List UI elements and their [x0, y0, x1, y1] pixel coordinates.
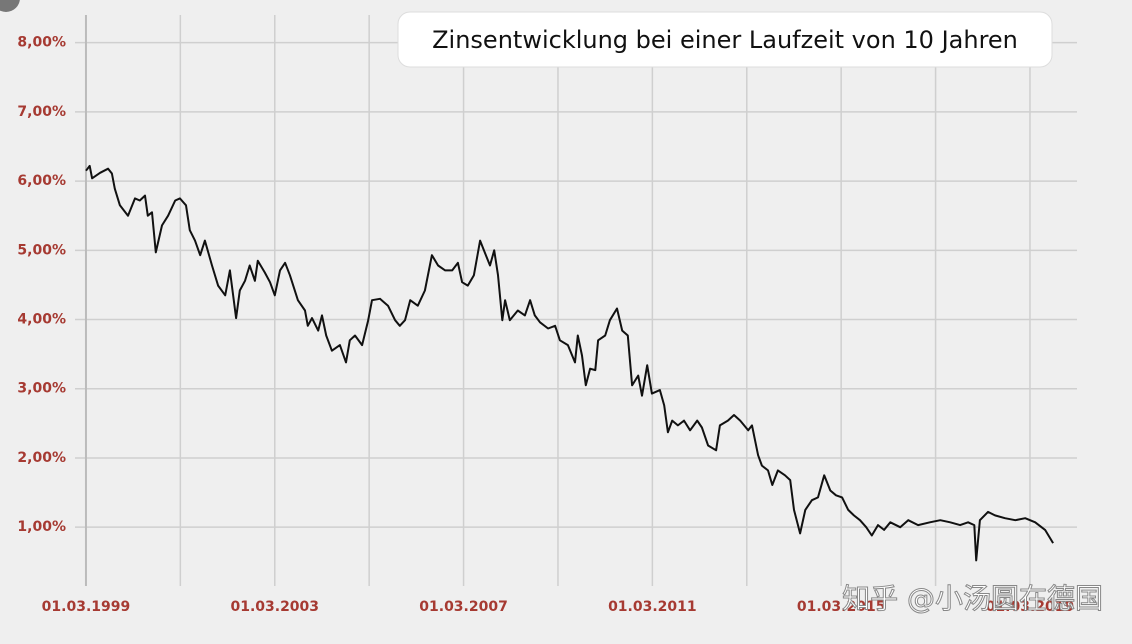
y-tick-label: 7,00%	[17, 104, 66, 120]
title-box	[397, 11, 1053, 68]
x-tick-label: 01.03.2015	[797, 599, 886, 615]
plot: 1,00% 2,00% 3,00% 4,00% 5,00% 6,00% 7,00% 8,00%…	[17, 15, 1077, 615]
corner-dot	[0, 0, 20, 12]
y-tick-label: 3,00%	[17, 381, 66, 397]
watermark: 知乎 @小汤圆在德国	[842, 582, 1103, 615]
chart-title: Zinsentwicklung bei einer Laufzeit von 1…	[432, 26, 1018, 54]
y-tick-label: 6,00%	[17, 173, 66, 189]
x-tick-label: 01.03.2003	[230, 599, 319, 615]
x-tick-label: 01.03.2011	[608, 599, 697, 615]
x-tick-label: 01.03.2007	[419, 599, 508, 615]
y-tick-label: 2,00%	[17, 450, 66, 466]
x-tick-label: 01.03.2019	[986, 599, 1075, 615]
y-tick-label: 5,00%	[17, 242, 66, 258]
line	[85, 164, 1054, 562]
y-tick-label: 8,00%	[17, 35, 66, 51]
y-tick-label: 1,00%	[17, 519, 66, 535]
x-tick-label: 01.03.1999	[42, 599, 131, 615]
y-tick-label: 4,00%	[17, 312, 66, 328]
